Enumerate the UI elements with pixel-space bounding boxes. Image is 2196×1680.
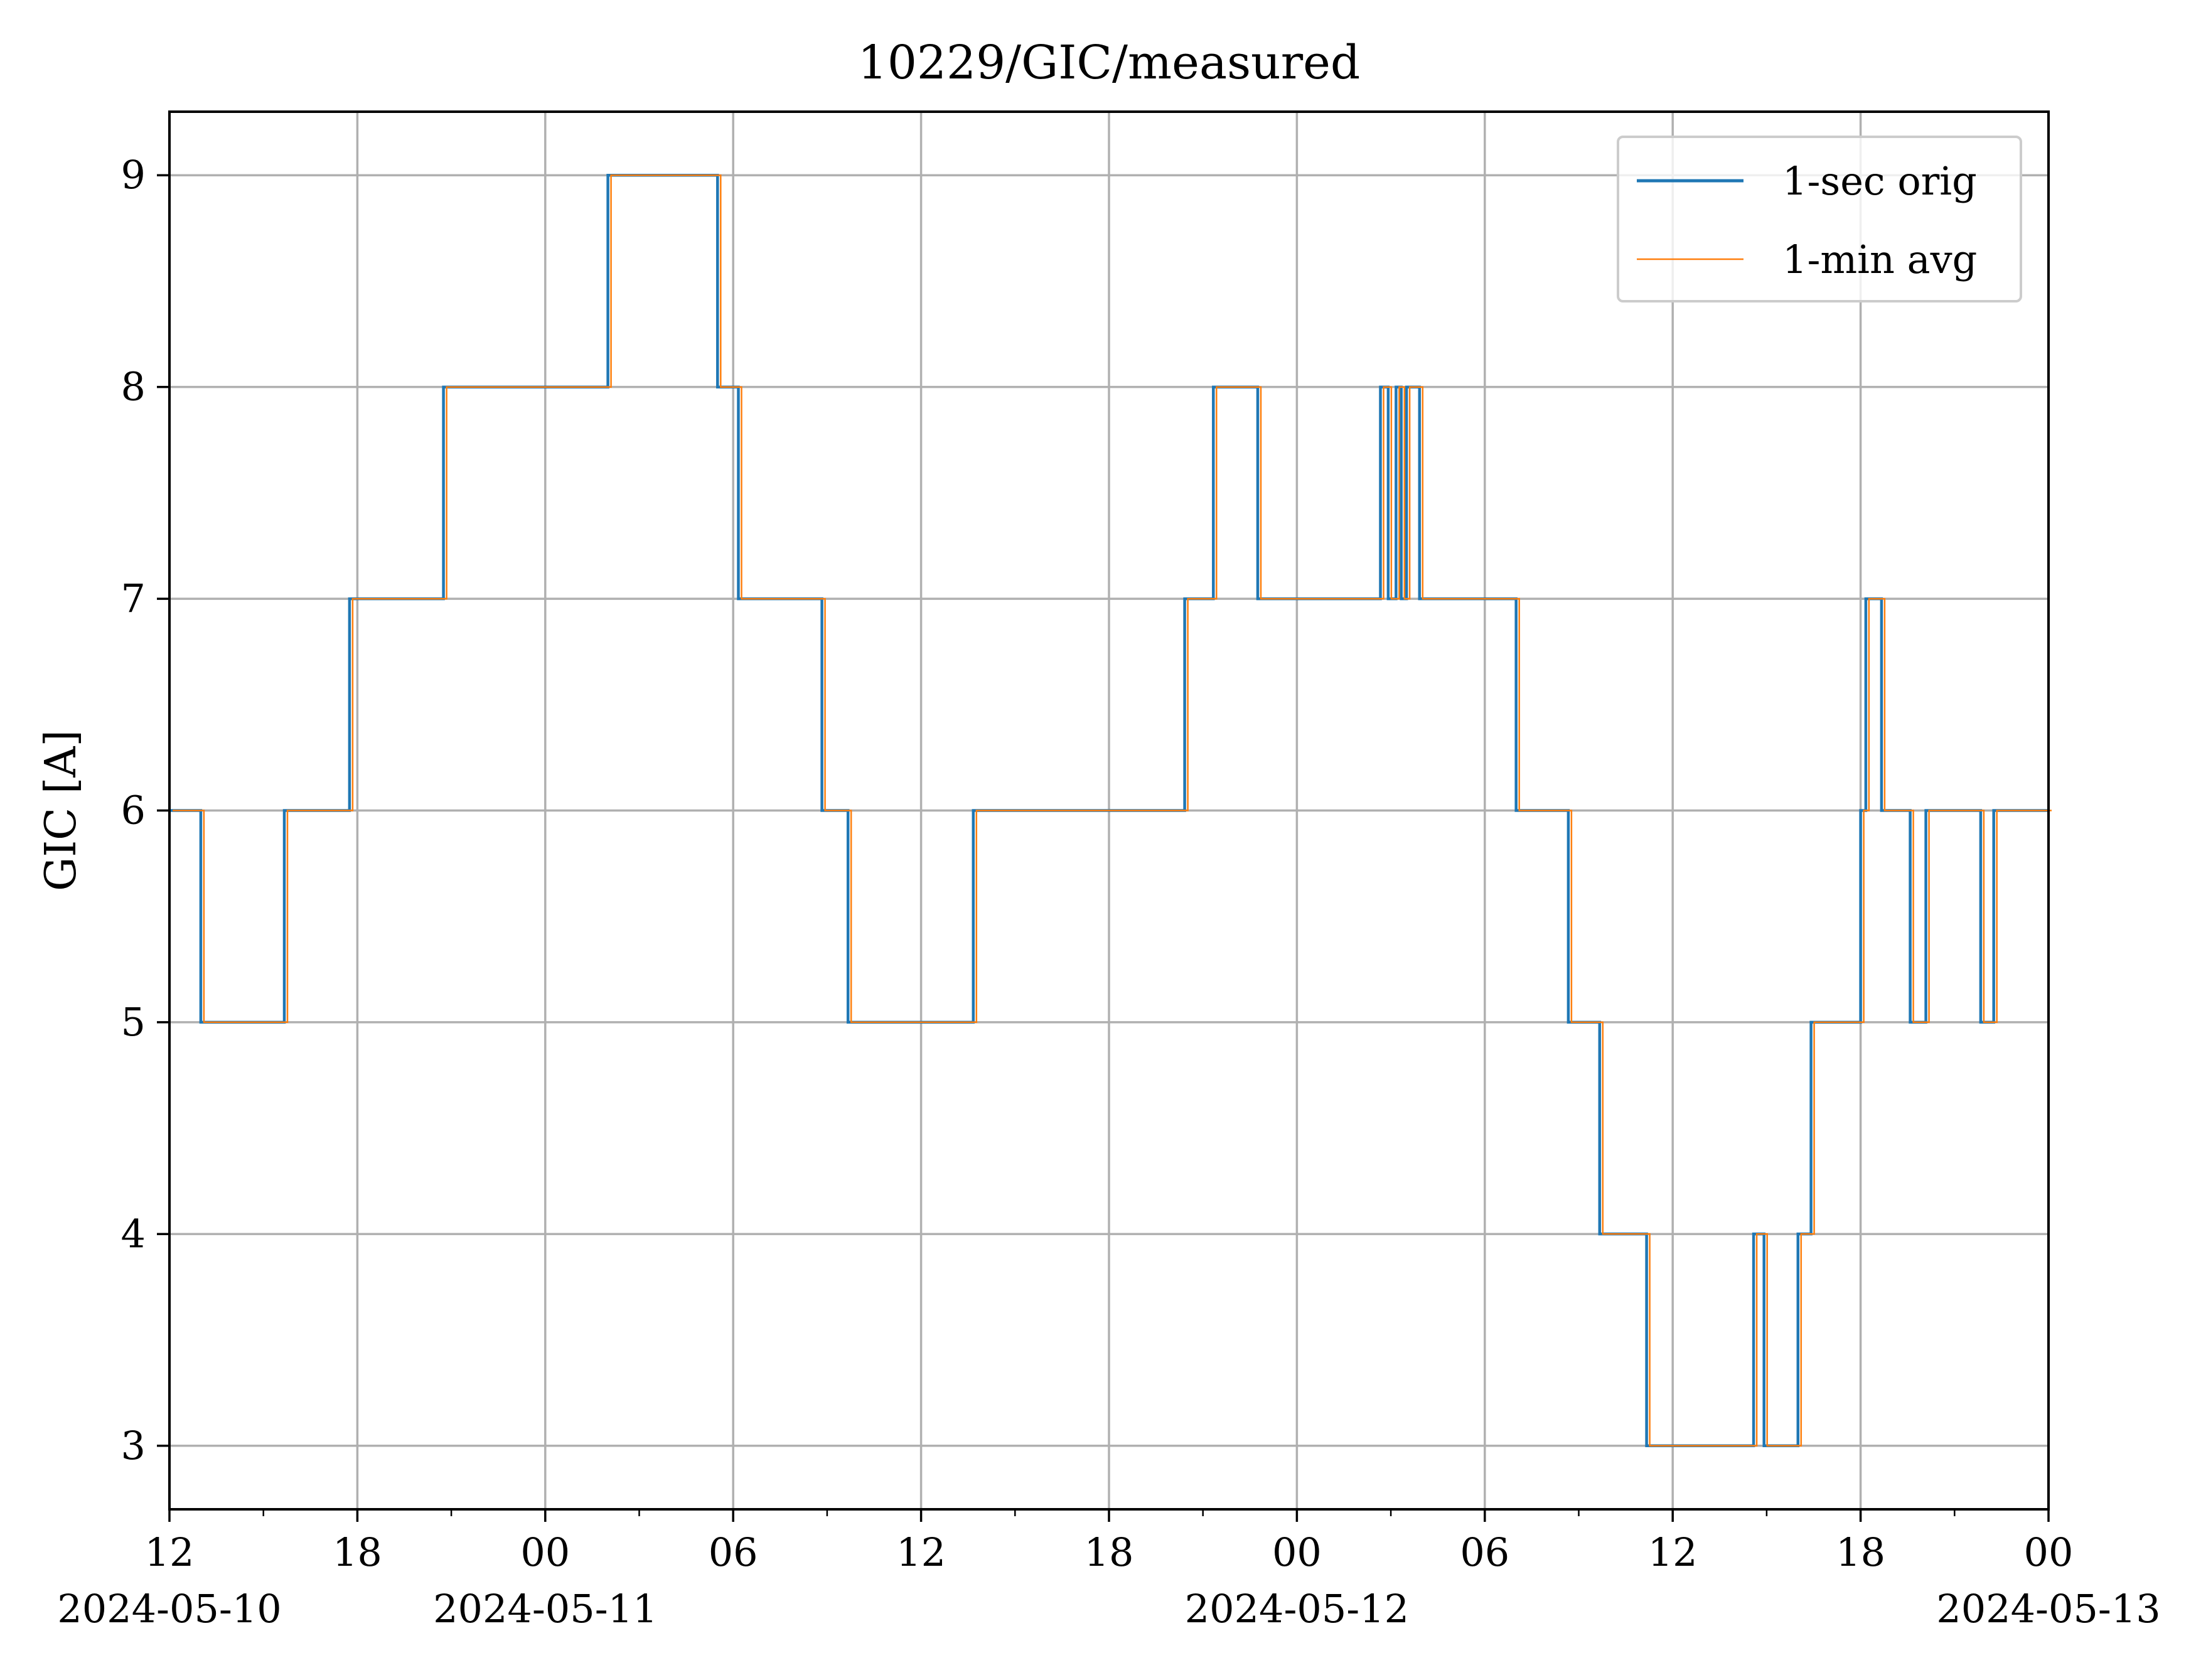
y-tick-label: 8 [121,364,146,410]
legend-label-1-min-avg: 1-min avg [1782,237,1977,282]
x-tick-label: 12 [896,1529,946,1575]
y-tick-label: 4 [121,1211,146,1256]
x-tick-label: 12 [1648,1529,1698,1575]
x-tick-label: 06 [1460,1529,1509,1575]
y-tick-label: 3 [121,1423,146,1469]
y-tick-label: 6 [121,788,146,833]
series-group [169,173,2052,1448]
legend: 1-sec orig 1-min avg [1617,136,2022,302]
ticks: 12 2024-05-10 18 00 2024-05-11 06 12 18 00 2024-0… [57,152,2160,1632]
y-tick-label: 7 [121,575,146,621]
x-tick-label: 18 [333,1529,382,1575]
x-tick-label: 00 [2024,1529,2074,1575]
x-tick-date-label: 2024-05-11 [433,1586,657,1632]
grid [168,112,2050,1509]
x-tick-date-label: 2024-05-10 [57,1586,281,1632]
x-tick-label: 00 [1272,1529,1322,1575]
x-tick-date-label: 2024-05-12 [1185,1586,1409,1632]
legend-label-1-sec-orig: 1-sec orig [1782,158,1977,204]
x-tick-date-label: 2024-05-13 [1936,1586,2160,1632]
x-tick-label: 18 [1836,1529,1885,1575]
x-tick-label: 00 [520,1529,570,1575]
x-tick-label: 06 [709,1529,758,1575]
legend-box [1617,136,2022,302]
series-line-1-min-avg [173,174,2052,1447]
x-tick-label: 18 [1085,1529,1134,1575]
x-tick-label: 12 [145,1529,195,1575]
y-tick-label: 5 [121,999,146,1045]
y-tick-label: 9 [121,152,146,198]
chart-title: 10229/GIC/measured [858,36,1361,90]
y-axis-label: GIC [A] [36,730,86,891]
